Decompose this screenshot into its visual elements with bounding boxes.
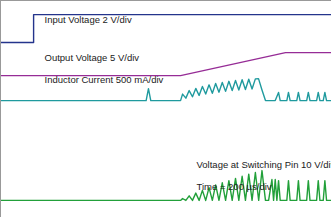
svg-text:Input Voltage 2 V/div: Input Voltage 2 V/div	[45, 14, 132, 25]
svg-text:Time = 200 µs/div: Time = 200 µs/div	[197, 181, 272, 192]
svg-text:Inductor Current 500 mA/div: Inductor Current 500 mA/div	[45, 74, 164, 85]
svg-text:Voltage at Switching Pin 10 V/: Voltage at Switching Pin 10 V/div	[197, 159, 331, 170]
svg-text:Output Voltage 5 V/div: Output Voltage 5 V/div	[45, 52, 140, 63]
